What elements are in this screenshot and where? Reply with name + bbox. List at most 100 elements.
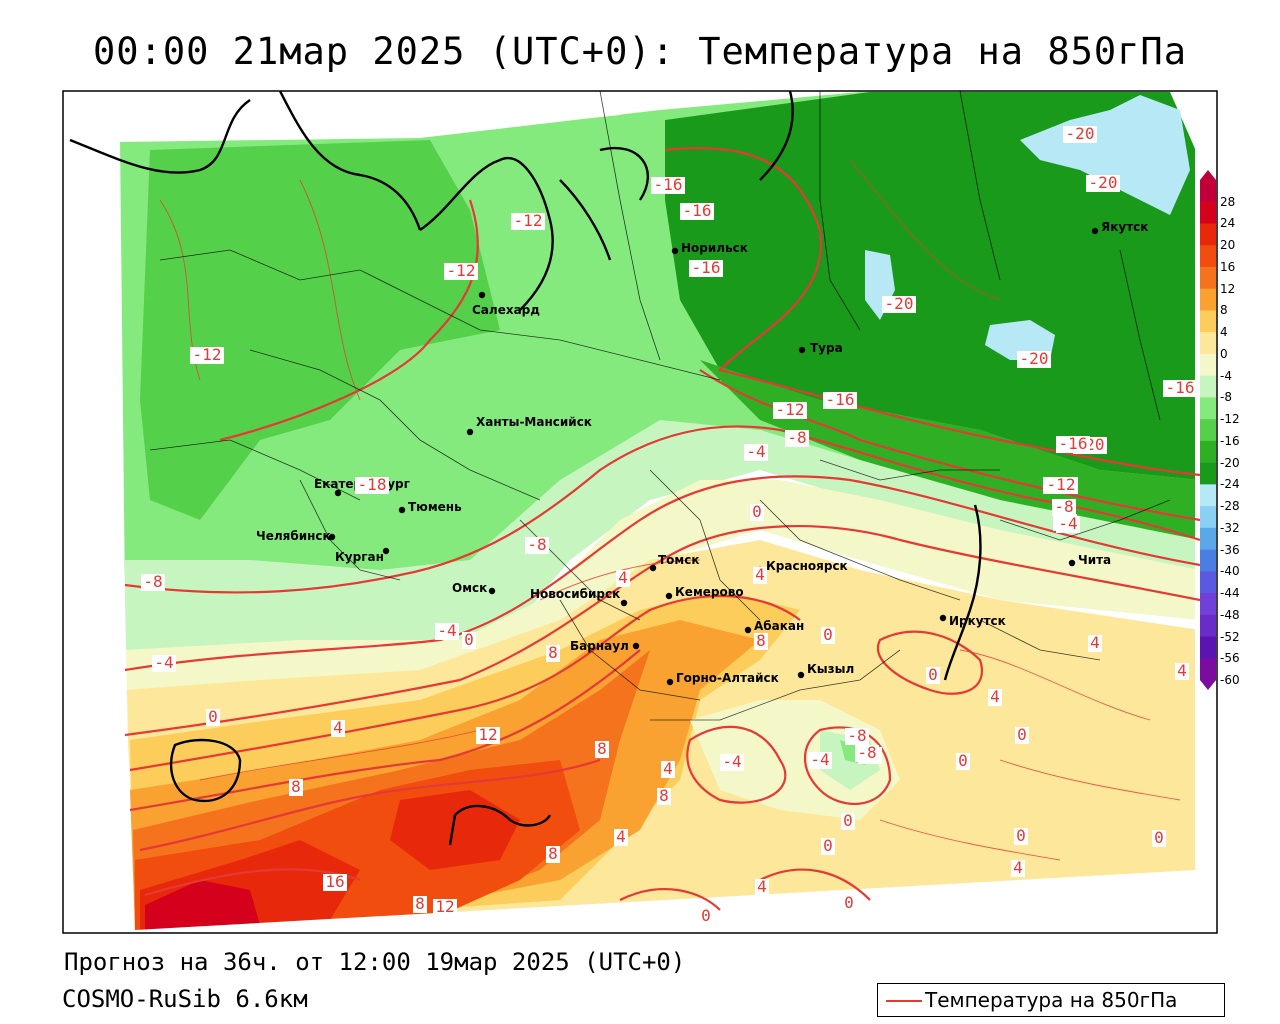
city-abakan: Абакан [744,619,804,634]
contour-label-background [433,899,457,916]
city-tyumen: Тюмень [398,500,462,514]
contour-label-background [651,177,685,194]
contour-label: -20 [1020,349,1049,368]
city-krasnoyarsk: Красноярск [756,559,848,574]
city-gorno-altaysk: Горно-Алтайск [666,671,779,686]
contour-minus-12 [219,199,1201,522]
contour-label: -12 [514,211,543,230]
colorbar-tick-label: 28 [1220,194,1236,209]
contour-label-background [435,623,459,640]
contour-label-background [511,213,545,230]
colorbar-tick-label: -48 [1220,607,1240,622]
contour-label: 8 [548,844,558,863]
contour-label-background [750,504,764,521]
contour-label: -4 [746,442,765,461]
colorbar-tick-label: -16 [1220,433,1240,448]
colorbar-tick-label: -4 [1220,368,1232,383]
contour-label: 0 [752,502,762,521]
contour-label: 4 [990,687,1000,706]
contour-label-background [152,655,176,672]
contour-label-background [190,347,224,364]
contour-label: -8 [857,743,876,762]
contour-minus-4 [124,475,1201,672]
contour-label-background [1044,477,1078,494]
contour-label: 0 [1154,828,1164,847]
colorbar-tick-label: -12 [1220,412,1240,427]
field-mid-green [140,140,500,520]
contour-label: -8 [787,428,806,447]
contour-label: 8 [415,894,425,913]
colorbar-tick-label: -24 [1220,477,1240,492]
contour-label-background [720,754,744,771]
field-deep-red [145,880,260,930]
contour-label-background [1152,830,1166,847]
contour-label-background [1175,663,1189,680]
contour-label: 4 [663,759,673,778]
city-khanty-mansiysk: Ханты-Мансийск [466,415,592,436]
colorbar-tick-label: -20 [1220,455,1240,470]
contour-plus-4 [129,594,801,772]
contour-label-background [323,874,347,891]
map-frame [62,90,1218,934]
contour-label: -16 [1059,434,1088,453]
contour-label: -4 [154,653,173,672]
contour-label: 4 [757,877,767,896]
svg-text:Курган: Курган [335,550,384,564]
contour-label: 12 [435,897,454,916]
contour-label-background [926,667,940,684]
colorbar-tick-label: 20 [1220,238,1236,253]
contour-label-background [1056,436,1090,453]
colorbar-swatch [1200,266,1216,290]
svg-text:Ханты-Мансийск: Ханты-Мансийск [476,415,592,429]
colorbar-swatch [1200,658,1216,681]
field-cold-patch-1 [1020,95,1190,215]
contour-label: -4 [810,750,829,769]
contour-label-background [680,203,714,220]
city-kyzyl: Кызыл [797,662,854,679]
city-tomsk: Томск [649,553,700,572]
contour-label-background [754,633,768,650]
contour-label-background [546,645,560,662]
contour-label-background [595,741,609,758]
contour-label: 0 [208,707,218,726]
contour-label: 4 [333,718,343,737]
contour-label: 0 [823,836,833,855]
colorbar-tick-label: -44 [1220,586,1240,601]
svg-text:Чита: Чита [1078,553,1111,567]
svg-text:Кызыл: Кызыл [807,662,854,676]
contour-label: 16 [325,872,344,891]
colorbar-tick-label: -36 [1220,542,1240,557]
contour-plus-8 [129,649,641,812]
contour-label-background [699,908,713,925]
contour-label: 8 [659,786,669,805]
contour-label-background [956,753,970,770]
field-outside-domain-top [63,91,660,140]
map-title: 00:00 21мар 2025 (UTC+0): Температура на… [93,30,1187,73]
contour-label-background [614,829,628,846]
contour-label: 8 [291,777,301,796]
city-yakutsk: Якутск [1091,220,1148,235]
contour-label: 0 [1016,826,1026,845]
contour-label: 0 [958,751,968,770]
svg-text:Иркутск: Иркутск [949,614,1006,628]
contour-label: 4 [618,568,628,587]
colorbar-swatch [1200,288,1216,311]
field-outside-domain-bottom [63,870,1217,933]
contour-label-background [845,728,869,745]
contour-label: -16 [654,175,683,194]
field-pale-green-band [125,420,1200,670]
colorbar-swatch [1200,201,1216,224]
contour-label: 0 [701,906,711,925]
contour-label-background [546,846,560,863]
contour-label: -16 [692,258,721,277]
contour-label-background [823,392,857,409]
legend-line-swatch [886,1000,922,1002]
colorbar-tick-label: -40 [1220,564,1240,579]
colorbar-swatch [1200,375,1216,398]
contour-label: 4 [1177,661,1187,680]
colorbar-swatch [1200,593,1216,616]
contour-label: -8 [847,726,866,745]
contour-label: -4 [1058,514,1077,533]
contour-label: 8 [548,643,558,662]
colorbar-swatch [1200,180,1216,203]
